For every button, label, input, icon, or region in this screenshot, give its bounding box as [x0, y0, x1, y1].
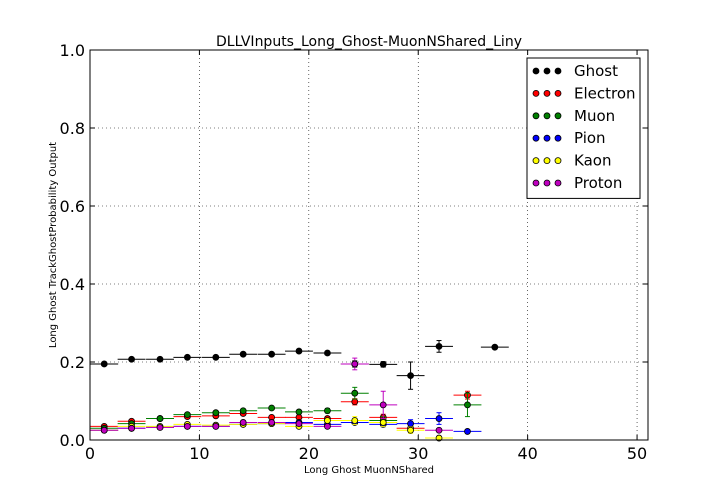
x-tick-label: 50 [627, 444, 647, 463]
legend-marker [532, 67, 540, 75]
data-point [295, 347, 303, 355]
legend-label: Muon [574, 107, 615, 125]
legend-marker [554, 112, 562, 120]
legend: Ghost Electron Muon Pion Kaon Proton [526, 57, 641, 199]
y-axis-label: Long Ghost TrackGhostProbability Output [48, 142, 59, 348]
data-point [183, 411, 191, 419]
data-point [435, 415, 443, 422]
data-point [295, 420, 303, 428]
data-point [324, 422, 331, 430]
data-point [239, 407, 247, 415]
legend-marker [554, 157, 562, 165]
data-point [351, 417, 359, 424]
data-point [183, 353, 191, 361]
legend-marker [543, 67, 551, 75]
y-tick-label: 0.0 [60, 431, 85, 450]
legend-box [526, 57, 641, 199]
data-point [407, 426, 414, 434]
data-point [156, 415, 164, 422]
y-tick-label: 0.6 [60, 197, 85, 216]
legend-marker [543, 134, 551, 142]
legend-marker [532, 179, 540, 187]
y-tick-label: 0.2 [60, 353, 85, 372]
legend-marker [554, 67, 562, 75]
data-point [156, 355, 164, 363]
legend-label: Kaon [574, 152, 611, 170]
data-point [464, 428, 471, 435]
x-tick-label: 40 [517, 444, 537, 463]
ticks: 0 10 20 30 40 50 0.0 0.2 0.4 0.6 0.8 1.0 [60, 41, 648, 463]
legend-marker [532, 90, 540, 97]
data-point [212, 409, 220, 417]
data-point [324, 417, 331, 424]
legend-marker [543, 157, 551, 165]
legend-marker [554, 90, 562, 97]
data-point [324, 407, 331, 415]
x-tick-label: 10 [189, 444, 209, 463]
data-point [183, 422, 191, 430]
data-point [156, 424, 164, 431]
data-point [100, 360, 108, 368]
y-tick-label: 0.8 [60, 119, 85, 138]
x-tick-label: 0 [85, 444, 95, 463]
data-point [351, 389, 359, 397]
legend-marker [554, 179, 562, 187]
legend-label: Pion [574, 129, 606, 147]
data-point [435, 342, 443, 350]
data-point [212, 353, 220, 361]
x-axis-label: Long Ghost MuonNShared [304, 465, 434, 476]
data-point [128, 355, 135, 363]
data-point [379, 360, 387, 368]
data-point [239, 350, 247, 358]
legend-label: Electron [574, 84, 636, 102]
data-point [100, 426, 108, 434]
data-point [268, 350, 276, 358]
legend-marker [532, 157, 540, 165]
data-point [351, 398, 359, 406]
data-point [407, 420, 414, 428]
legend-marker [532, 134, 540, 142]
data-point [212, 422, 220, 430]
legend-marker [543, 90, 551, 97]
legend-label: Proton [574, 174, 622, 192]
data-point [268, 419, 276, 426]
data-point [128, 424, 135, 432]
legend-marker [532, 112, 540, 120]
legend-marker [543, 179, 551, 187]
data-point [464, 401, 471, 409]
y-tick-label: 0.4 [60, 275, 85, 294]
data-point [295, 408, 303, 416]
x-tick-label: 20 [299, 444, 319, 463]
legend-marker [554, 134, 562, 142]
data-point [435, 426, 443, 434]
data-point [491, 343, 499, 351]
y-tick-label: 1.0 [60, 41, 85, 60]
data-point [407, 372, 414, 380]
legend-label: Ghost [574, 62, 618, 80]
data-point [379, 419, 387, 426]
data-point [351, 360, 359, 368]
data-layer [90, 340, 509, 442]
legend-marker [543, 112, 551, 120]
chart-title: DLLVInputs_Long_Ghost-MuonNShared_Liny [216, 34, 522, 50]
data-point [239, 419, 247, 426]
x-tick-label: 30 [408, 444, 428, 463]
data-point [268, 404, 276, 412]
data-point [324, 349, 331, 357]
plot-frame [89, 49, 649, 441]
series-proton [90, 357, 453, 434]
data-point [379, 401, 387, 409]
